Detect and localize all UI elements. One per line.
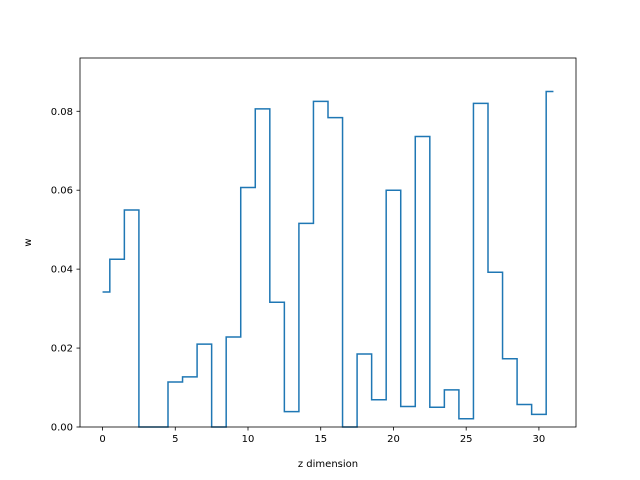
x-tick-label: 20 — [387, 434, 400, 445]
series-step-line — [102, 90, 554, 428]
x-axis-label: z dimension — [298, 459, 358, 470]
plot-frame — [79, 57, 577, 428]
y-axis: 0.00 0.02 0.04 0.06 0.08 — [51, 107, 80, 434]
y-tick-label: 0.08 — [51, 107, 73, 118]
y-tick-label: 0.04 — [51, 265, 73, 276]
x-tick-label: 10 — [242, 434, 255, 445]
x-tick-label: 5 — [172, 434, 178, 445]
x-tick-label: 30 — [533, 434, 546, 445]
x-tick-label: 25 — [460, 434, 473, 445]
x-axis: 0 5 10 15 20 25 30 — [99, 427, 545, 445]
x-tick-label: 15 — [314, 434, 327, 445]
y-tick-label: 0.02 — [51, 344, 73, 355]
y-axis-label: w — [23, 238, 34, 246]
y-tick-label: 0.00 — [51, 423, 73, 434]
plot-layer — [102, 90, 554, 428]
y-tick-label: 0.06 — [51, 186, 73, 197]
x-tick-label: 0 — [99, 434, 105, 445]
